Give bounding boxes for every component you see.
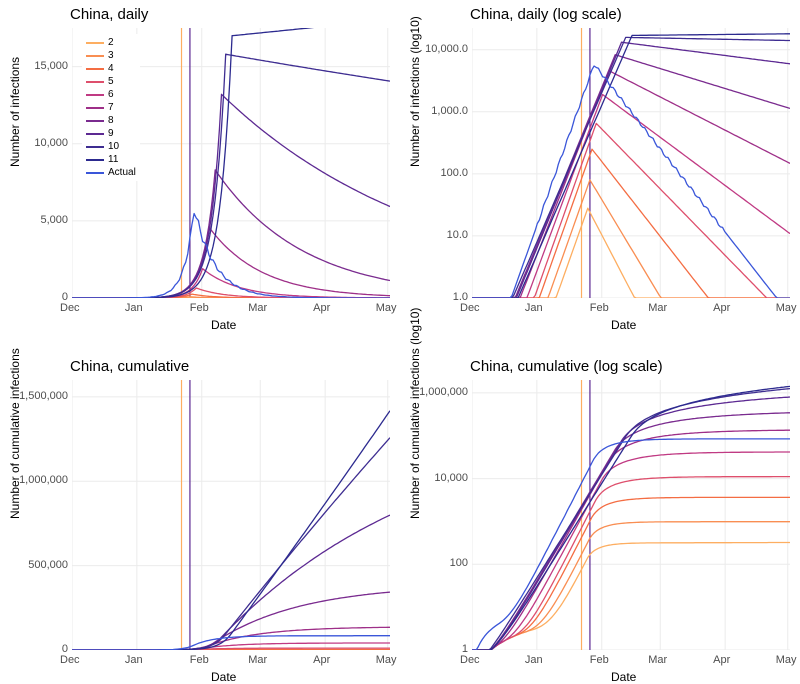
- legend-swatch: [86, 42, 104, 44]
- legend-swatch: [86, 159, 104, 161]
- legend-label: 6: [108, 89, 114, 100]
- legend-item: 11: [86, 153, 136, 166]
- y-tick-label: 10.0: [447, 229, 468, 241]
- legend-swatch: [86, 133, 104, 135]
- x-tick-label: Mar: [248, 654, 267, 666]
- legend-swatch: [86, 94, 104, 96]
- panel-title: China, cumulative: [70, 358, 189, 375]
- x-tick-label: May: [376, 654, 397, 666]
- x-tick-label: Dec: [460, 302, 480, 314]
- plot-area: [472, 28, 790, 298]
- x-tick-label: Feb: [190, 654, 209, 666]
- y-tick-label: 10,000: [434, 472, 468, 484]
- legend-item: 9: [86, 127, 136, 140]
- x-tick-label: Dec: [60, 654, 80, 666]
- x-tick-label: Dec: [60, 302, 80, 314]
- y-axis-label: Number of infections (log10): [408, 157, 422, 167]
- plot-area: [72, 380, 390, 650]
- legend-item: 6: [86, 88, 136, 101]
- x-tick-label: Feb: [590, 302, 609, 314]
- x-tick-label: Mar: [648, 302, 667, 314]
- legend-label: 7: [108, 102, 114, 113]
- legend-item: Actual: [86, 166, 136, 179]
- x-tick-label: Apr: [713, 654, 730, 666]
- x-axis-label: Date: [211, 670, 236, 684]
- legend: 2 3 4 5 6 7 8 9 10 11 Actual: [82, 34, 140, 181]
- y-tick-label: 500,000: [28, 559, 68, 571]
- x-tick-label: Dec: [460, 654, 480, 666]
- y-tick-label: 1,500,000: [19, 390, 68, 402]
- legend-label: 5: [108, 76, 114, 87]
- x-tick-label: May: [776, 302, 797, 314]
- x-tick-label: Jan: [125, 654, 143, 666]
- legend-item: 10: [86, 140, 136, 153]
- legend-item: 4: [86, 62, 136, 75]
- legend-label: 2: [108, 37, 114, 48]
- y-tick-label: 100.0: [440, 167, 468, 179]
- legend-label: 11: [108, 154, 118, 165]
- panel-title: China, cumulative (log scale): [470, 358, 663, 375]
- legend-swatch: [86, 146, 104, 148]
- legend-item: 5: [86, 75, 136, 88]
- x-tick-label: Apr: [713, 302, 730, 314]
- plot-area: [472, 380, 790, 650]
- legend-item: 7: [86, 101, 136, 114]
- x-tick-label: Jan: [525, 654, 543, 666]
- legend-label: 4: [108, 63, 114, 74]
- y-tick-label: 15,000: [34, 60, 68, 72]
- legend-swatch: [86, 172, 104, 174]
- x-axis-label: Date: [211, 318, 236, 332]
- panel-title: China, daily (log scale): [470, 6, 622, 23]
- legend-label: 9: [108, 128, 114, 139]
- x-tick-label: Apr: [313, 654, 330, 666]
- legend-label: 10: [108, 141, 119, 152]
- x-tick-label: Jan: [525, 302, 543, 314]
- x-axis-label: Date: [611, 318, 636, 332]
- y-axis-label: Number of cumulative infections (log10): [408, 509, 422, 519]
- legend-item: 8: [86, 114, 136, 127]
- legend-swatch: [86, 68, 104, 70]
- panel-title: China, daily: [70, 6, 148, 23]
- y-axis-label: Number of cumulative infections: [8, 509, 22, 519]
- x-tick-label: Feb: [190, 302, 209, 314]
- x-tick-label: Jan: [125, 302, 143, 314]
- y-tick-label: 10,000.0: [425, 43, 468, 55]
- x-tick-label: Feb: [590, 654, 609, 666]
- x-tick-label: May: [776, 654, 797, 666]
- legend-item: 2: [86, 36, 136, 49]
- y-tick-label: 100: [450, 557, 468, 569]
- legend-label: 3: [108, 50, 114, 61]
- y-tick-label: 1,000,000: [419, 386, 468, 398]
- x-tick-label: Apr: [313, 302, 330, 314]
- x-tick-label: Mar: [248, 302, 267, 314]
- legend-item: 3: [86, 49, 136, 62]
- legend-label: 8: [108, 115, 114, 126]
- y-tick-label: 1,000,000: [19, 474, 68, 486]
- y-tick-label: 1,000.0: [431, 105, 468, 117]
- y-tick-label: 5,000: [40, 214, 68, 226]
- figure-grid: China, dailyNumber of infectionsDate05,0…: [0, 0, 800, 684]
- x-tick-label: Mar: [648, 654, 667, 666]
- legend-label: Actual: [108, 167, 136, 178]
- legend-swatch: [86, 55, 104, 57]
- y-axis-label: Number of infections: [8, 157, 22, 167]
- legend-swatch: [86, 120, 104, 122]
- y-tick-label: 10,000: [34, 137, 68, 149]
- x-axis-label: Date: [611, 670, 636, 684]
- x-tick-label: May: [376, 302, 397, 314]
- legend-swatch: [86, 81, 104, 83]
- legend-swatch: [86, 107, 104, 109]
